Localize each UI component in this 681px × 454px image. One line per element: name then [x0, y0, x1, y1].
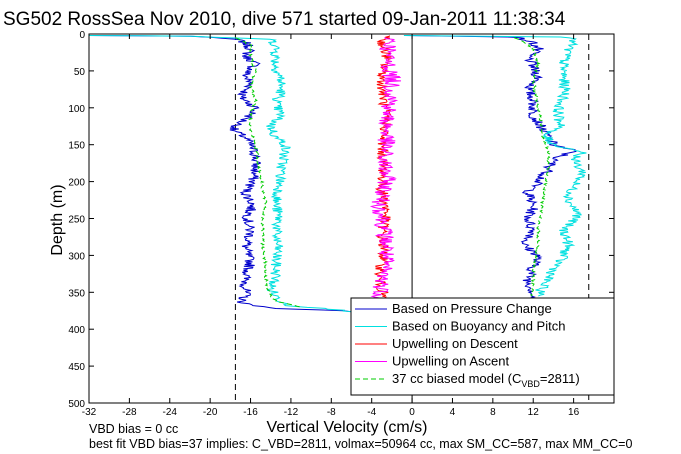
x-tick-label: 12	[528, 407, 540, 418]
legend-box	[350, 297, 615, 396]
series-line-4-ascent	[513, 37, 551, 297]
x-tick-label: -28	[122, 407, 137, 418]
x-tick-label: -24	[163, 407, 178, 418]
x-tick-label: 16	[568, 407, 580, 418]
x-tick-label: -4	[367, 407, 376, 418]
y-tick-label: 150	[68, 141, 85, 152]
y-tick-label: 500	[68, 399, 85, 410]
x-tick-label: -20	[203, 407, 218, 418]
series-line-1-descent	[88, 35, 367, 314]
y-tick-label: 50	[74, 67, 86, 78]
series-line-1-ascent	[403, 35, 587, 297]
y-tick-label: 100	[68, 104, 85, 115]
x-tick-label: 8	[490, 407, 496, 418]
footer-line-2: best fit VBD bias=37 implies: C_VBD=2811…	[89, 437, 632, 451]
x-tick-label: -16	[243, 407, 258, 418]
legend-label: Based on Buoyancy and Pitch	[392, 319, 565, 334]
series-1	[88, 35, 587, 314]
x-tick-label: -8	[327, 407, 336, 418]
series-line-0-descent	[88, 35, 367, 314]
y-tick-label: 0	[79, 30, 85, 41]
y-tick-label: 200	[68, 178, 85, 189]
series-line-3-ascent	[369, 37, 402, 301]
series-layer	[88, 35, 587, 315]
legend-label: Upwelling on Ascent	[392, 354, 509, 369]
y-tick-label: 450	[68, 362, 85, 373]
legend-label: Based on Pressure Change	[392, 301, 552, 316]
series-line-0-ascent	[406, 35, 577, 301]
series-0	[88, 35, 577, 314]
series-line-4-descent	[235, 37, 302, 308]
y-tick-label: 350	[68, 288, 85, 299]
axis-ticks: -32 -28 -24 -20 -16 -12 -8 -4 0 4 8 12 16 0 50 100 150 20…	[68, 30, 614, 418]
y-tick-label: 400	[68, 325, 85, 336]
chart-title: SG502 RossSea Nov 2010, dive 571 started…	[3, 9, 566, 30]
y-tick-label: 250	[68, 215, 85, 226]
series-3	[369, 37, 402, 301]
x-axis-label: Vertical Velocity (cm/s)	[267, 419, 428, 436]
series-4	[235, 37, 551, 308]
x-tick-label: 0	[409, 407, 415, 418]
x-tick-label: -12	[284, 407, 299, 418]
legend-label: Upwelling on Descent	[392, 336, 518, 351]
legend: Based on Pressure Change Based on Buoyanc…	[350, 297, 615, 396]
y-axis-label: Depth (m)	[49, 184, 66, 255]
x-tick-label: 4	[450, 407, 456, 418]
footer-line-1: VBD bias = 0 cc	[89, 422, 178, 436]
x-tick-label: -32	[82, 407, 97, 418]
y-tick-label: 300	[68, 251, 85, 262]
